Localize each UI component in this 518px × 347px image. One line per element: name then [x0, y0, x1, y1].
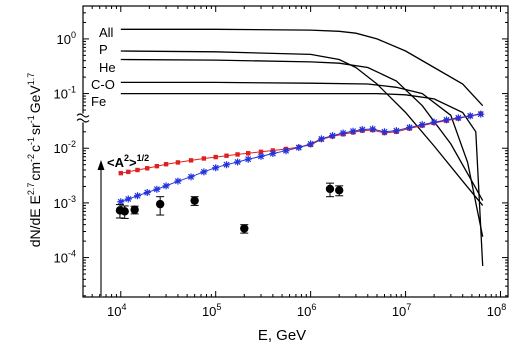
- blue-stars-point: [282, 147, 290, 155]
- black-points-point: [130, 205, 139, 214]
- blue-stars-point: [349, 127, 357, 135]
- curve-he: [120, 58, 484, 201]
- amplitude-annotation-close: >: [129, 155, 137, 170]
- x-tick-label: 107: [392, 302, 411, 319]
- curve-all: [120, 28, 484, 107]
- blue-stars-point: [295, 144, 303, 152]
- black-points-point: [240, 224, 249, 233]
- amplitude-annotation: <A2>1/2: [97, 153, 149, 296]
- y-tick-label: 100: [57, 30, 76, 47]
- blue-stars-point: [317, 135, 325, 143]
- blue-stars-point: [174, 177, 182, 185]
- y-axis-title: dN/dE E2.7cm-2c-1sr-1GeV1.7: [26, 73, 43, 248]
- red-squares-point: [118, 170, 123, 176]
- black-points-point: [335, 186, 344, 195]
- svg-text:<A2>1/2: <A2>1/2: [107, 153, 149, 170]
- y-tick-label: 10-1: [54, 85, 76, 102]
- blue-stars-point: [477, 110, 485, 118]
- blue-stars-point: [234, 158, 242, 166]
- plot-frame: [82, 5, 509, 298]
- red-squares-point: [175, 160, 181, 165]
- red-squares-point: [224, 153, 229, 158]
- black-points-point: [190, 196, 199, 205]
- y-tick-label: 10-3: [54, 194, 76, 211]
- red-squares-point: [246, 151, 251, 156]
- curve-label-all: All: [99, 25, 114, 40]
- axis-break-wave: [76, 113, 90, 118]
- amplitude-annotation-sup-outer: 1/2: [137, 153, 150, 163]
- blue-stars-point: [405, 123, 413, 131]
- red-squares-point: [235, 152, 240, 157]
- series-black-points: [115, 182, 344, 234]
- red-squares-point: [135, 167, 140, 173]
- curve-label-p: P: [99, 42, 108, 57]
- curve-fe: [120, 92, 484, 267]
- x-tick-label: 104: [107, 302, 126, 319]
- red-squares-point: [258, 149, 264, 155]
- blue-stars-point: [443, 116, 451, 124]
- blue-stars-point: [466, 112, 474, 120]
- red-squares-point: [213, 154, 218, 160]
- series-red-squares: [118, 111, 483, 176]
- y-axis-break: [76, 113, 90, 123]
- blue-stars-point: [269, 150, 277, 158]
- axis-break-wave: [76, 118, 90, 123]
- red-squares-point: [188, 158, 194, 163]
- blue-stars-point: [430, 118, 438, 126]
- blue-stars-point: [200, 168, 208, 176]
- curve-label-he: He: [99, 60, 116, 75]
- axis-ticks: 104 105 106 107 108 100 10-1 10-2 10-3 10-4: [54, 5, 508, 319]
- x-axis-title: E, GeV: [258, 327, 306, 344]
- blue-stars-point: [244, 155, 252, 163]
- red-squares-point: [145, 166, 150, 171]
- curve-label-fe: Fe: [91, 94, 106, 109]
- blue-stars-point: [358, 126, 366, 134]
- black-points-point: [120, 207, 129, 216]
- x-tick-label: 108: [487, 302, 506, 319]
- x-tick-label: 106: [297, 302, 316, 319]
- red-squares-point: [126, 169, 131, 175]
- blue-stars-point: [380, 128, 388, 136]
- data-series: [115, 110, 485, 234]
- series-blue-stars: [117, 110, 485, 206]
- blue-stars-point: [329, 132, 337, 140]
- blue-stars-point: [162, 182, 170, 190]
- red-squares-point: [201, 156, 207, 161]
- blue-stars-point: [212, 164, 220, 172]
- blue-stars-point: [124, 195, 132, 203]
- model-curves: [120, 28, 484, 267]
- blue-stars-point: [143, 189, 151, 197]
- black-points-point: [155, 199, 165, 209]
- black-points-point: [325, 184, 335, 194]
- y-tick-label: 10-4: [54, 249, 76, 266]
- red-squares-point: [163, 162, 169, 167]
- blue-stars-line: [120, 113, 481, 203]
- blue-stars-point: [223, 161, 231, 169]
- amplitude-annotation-sup-inner: 2: [124, 153, 129, 163]
- blue-stars-point: [307, 140, 315, 148]
- blue-stars-point: [153, 185, 161, 193]
- blue-stars-point: [339, 129, 347, 137]
- x-tick-label: 105: [202, 302, 221, 319]
- curve-c-o: [120, 81, 484, 237]
- red-squares-line: [120, 113, 481, 174]
- amplitude-annotation-open: <A: [107, 155, 125, 170]
- curve-label-c-o: C-O: [91, 77, 115, 92]
- blue-stars-point: [369, 125, 377, 133]
- blue-stars-point: [392, 127, 400, 135]
- amplitude-arrow-head: [97, 160, 105, 170]
- blue-stars-point: [418, 121, 426, 129]
- blue-stars-point: [454, 114, 462, 122]
- blue-stars-point: [187, 173, 195, 181]
- blue-stars-point: [117, 198, 125, 206]
- axis-break-gap: [77, 113, 89, 123]
- blue-stars-point: [257, 152, 265, 160]
- blue-stars-point: [133, 192, 141, 200]
- y-tick-label: 10-2: [54, 139, 76, 156]
- red-squares-point: [154, 163, 160, 169]
- curve-p: [120, 50, 484, 206]
